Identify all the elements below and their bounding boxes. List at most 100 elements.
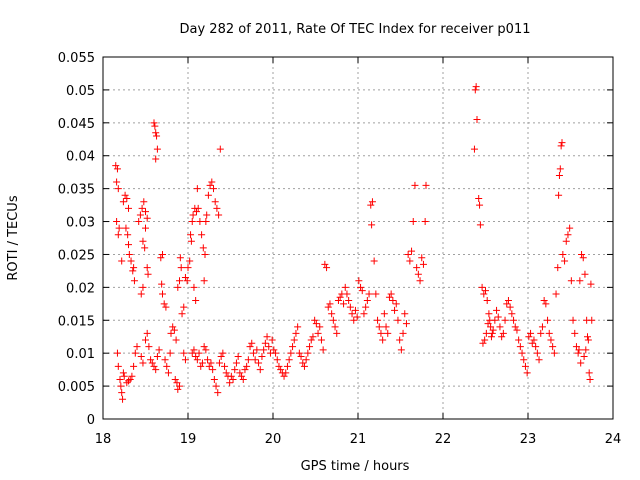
data-point [585, 369, 593, 377]
data-point [304, 349, 312, 357]
data-point [248, 339, 256, 347]
data-point [547, 336, 555, 344]
data-point [140, 198, 148, 206]
data-point [239, 376, 247, 384]
data-point [353, 313, 361, 321]
data-point [311, 316, 319, 324]
y-tick-label: 0.03 [66, 216, 95, 231]
y-tick-label: 0.04 [66, 150, 95, 165]
data-point [130, 362, 138, 370]
data-point [368, 198, 376, 206]
y-tick-label: 0.035 [58, 183, 95, 198]
data-point [263, 333, 271, 341]
data-point [158, 280, 166, 288]
data-point [418, 254, 426, 262]
data-point [202, 346, 210, 354]
data-point [130, 277, 138, 285]
data-point [569, 316, 577, 324]
data-point [203, 211, 211, 219]
data-point [188, 218, 196, 226]
data-point [216, 145, 224, 153]
y-tick-label: 0.02 [66, 281, 95, 296]
data-point [498, 333, 506, 341]
data-point [231, 366, 239, 374]
data-point [501, 316, 509, 324]
data-point [114, 362, 122, 370]
data-point [204, 356, 212, 364]
data-point [150, 362, 158, 370]
data-point [183, 277, 191, 285]
data-points [112, 83, 596, 403]
data-point [114, 231, 122, 239]
data-point [533, 349, 541, 357]
data-point [478, 283, 486, 291]
data-point [125, 377, 132, 385]
data-point [142, 336, 149, 344]
data-point [476, 221, 484, 229]
data-point [506, 303, 514, 311]
data-point [329, 316, 337, 324]
data-point [113, 178, 121, 186]
data-point [365, 290, 373, 298]
data-point [206, 181, 214, 189]
data-point [306, 343, 314, 351]
data-point [321, 260, 329, 268]
data-point [143, 264, 151, 272]
data-point [131, 349, 139, 357]
y-tick-label: 0.015 [58, 314, 95, 329]
data-point [112, 162, 120, 170]
data-point [562, 237, 570, 245]
x-tick-label: 18 [95, 432, 112, 447]
data-point [348, 310, 356, 318]
data-point [270, 346, 278, 354]
data-point [196, 218, 204, 226]
data-point [236, 369, 244, 377]
data-point [113, 218, 121, 226]
data-point [341, 283, 349, 291]
data-point [190, 346, 198, 354]
data-point [162, 303, 170, 311]
data-point [199, 244, 207, 252]
data-point [566, 224, 574, 232]
data-point [119, 369, 127, 377]
data-point [564, 231, 572, 239]
data-point [113, 165, 121, 173]
data-point [137, 290, 145, 298]
data-point [193, 356, 201, 364]
data-point [115, 224, 123, 232]
data-point [525, 333, 533, 341]
data-point [192, 297, 200, 305]
data-point [207, 359, 215, 367]
data-point [334, 297, 342, 305]
data-point [475, 195, 483, 203]
data-point [587, 280, 595, 288]
data-point [268, 336, 276, 344]
data-point [171, 376, 179, 384]
data-point [120, 372, 128, 380]
data-point [307, 336, 315, 344]
data-point [283, 362, 291, 370]
data-point [180, 349, 188, 357]
data-point [396, 336, 404, 344]
data-point [558, 139, 566, 147]
data-point [567, 277, 575, 285]
data-point [340, 300, 348, 308]
data-point [170, 326, 178, 334]
data-point [260, 346, 268, 354]
data-point [292, 329, 300, 337]
data-point [272, 349, 280, 357]
data-point [363, 297, 371, 305]
data-point [333, 329, 341, 337]
data-point [219, 349, 227, 357]
data-point [491, 316, 499, 324]
data-point [212, 382, 220, 390]
data-point [152, 155, 160, 163]
data-point [129, 267, 137, 275]
data-point [128, 372, 136, 380]
data-point [145, 343, 153, 351]
data-point [559, 250, 567, 258]
data-point [209, 366, 217, 374]
data-point [117, 382, 125, 390]
data-point [319, 346, 327, 354]
